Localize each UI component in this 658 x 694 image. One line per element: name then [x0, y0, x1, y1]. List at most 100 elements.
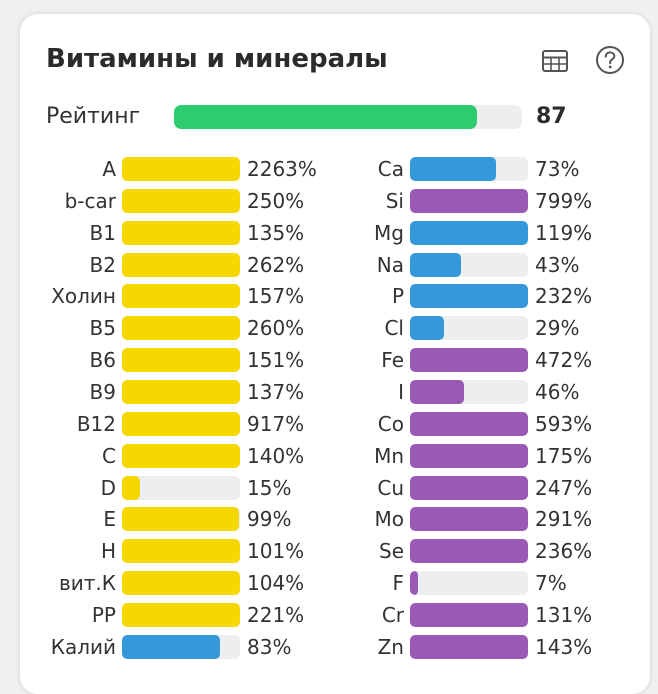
nutrient-bar-fill [410, 252, 461, 277]
nutrient-label: Fe [381, 348, 404, 373]
nutrient-value: 291% [535, 507, 593, 532]
nutrient-bar-fill [122, 379, 240, 404]
nutrient-bar [410, 443, 528, 468]
nutrient-row: B6 151% [20, 347, 330, 373]
nutrient-value: 119% [535, 220, 593, 245]
nutrient-bar-fill [122, 316, 240, 341]
nutrient-label: H [100, 539, 116, 564]
nutrient-label: B9 [89, 379, 116, 404]
nutrient-value: 131% [535, 602, 593, 627]
nutrient-value: 157% [247, 284, 305, 309]
nutrient-bar [410, 348, 528, 373]
nutrient-row: H 101% [20, 538, 330, 564]
nutrient-value: 73% [535, 157, 580, 181]
rating-label: Рейтинг [46, 104, 141, 129]
nutrient-value: 151% [247, 348, 305, 373]
nutrient-row: Mn 175% [310, 443, 640, 469]
nutrient-bar [122, 379, 240, 404]
nutrient-label: вит.К [59, 571, 116, 596]
nutrient-value: 43% [535, 252, 580, 277]
nutrient-value: 7% [535, 571, 567, 596]
nutrient-bar [410, 507, 528, 532]
nutrient-bar [122, 411, 240, 436]
nutrient-bar-fill [122, 571, 240, 596]
nutrient-bar-fill [410, 475, 528, 500]
nutrient-label: B12 [76, 411, 116, 436]
rating-bar-fill [174, 105, 477, 129]
rating-value: 87 [536, 104, 567, 129]
nutrient-label: P [391, 284, 404, 309]
nutrient-value: 2263% [247, 157, 317, 181]
nutrient-value: 472% [535, 348, 593, 373]
nutrient-value: 83% [247, 634, 292, 659]
nutrient-label: B5 [89, 316, 116, 341]
nutrient-row: Na 43% [310, 252, 640, 278]
nutrient-row: Cl 29% [310, 315, 640, 341]
nutrient-bar-fill [122, 284, 240, 309]
nutrient-value: 799% [535, 188, 593, 213]
nutrient-value: 221% [247, 602, 305, 627]
nutrient-bar-fill [410, 539, 528, 564]
nutrient-row: E 99% [20, 506, 330, 532]
nutrient-bar [122, 157, 240, 181]
nutrient-value: 46% [535, 379, 580, 404]
nutrient-label: Zn [377, 634, 404, 659]
nutrient-value: 15% [247, 475, 292, 500]
nutrient-label: Mn [374, 443, 404, 468]
nutrient-bar [410, 602, 528, 627]
nutrient-bar-fill [410, 157, 497, 181]
nutrient-row: Zn 143% [310, 634, 640, 660]
nutrient-label: Si [385, 188, 404, 213]
nutrient-bar-fill [122, 220, 240, 245]
nutrient-label: B1 [89, 220, 116, 245]
nutrient-bar-fill [122, 443, 240, 468]
nutrient-label: Холин [51, 284, 116, 309]
nutrient-row: B1 135% [20, 220, 330, 246]
nutrient-bar [410, 252, 528, 277]
nutrient-label: I [398, 379, 404, 404]
nutrient-bar-fill [410, 316, 445, 341]
nutrient-bar-fill [122, 475, 140, 500]
nutrient-label: Cr [381, 602, 404, 627]
nutrient-bar [122, 571, 240, 596]
nutrient-label: A [102, 157, 116, 181]
nutrient-row: Se 236% [310, 538, 640, 564]
nutrient-row: PP 221% [20, 602, 330, 628]
nutrient-bar [122, 220, 240, 245]
nutrient-bar [410, 316, 528, 341]
nutrient-row: F 7% [310, 570, 640, 596]
nutrient-bar [122, 252, 240, 277]
nutrient-value: 143% [535, 634, 593, 659]
nutrient-value: 917% [247, 411, 305, 436]
nutrient-bar [122, 443, 240, 468]
nutrient-label: F [392, 571, 404, 596]
nutrient-value: 247% [535, 475, 593, 500]
nutrient-bar [122, 348, 240, 373]
nutrient-bar-fill [410, 443, 528, 468]
nutrient-bar [122, 284, 240, 309]
nutrient-row: Si 799% [310, 188, 640, 214]
nutrient-value: 175% [535, 443, 593, 468]
nutrient-value: 101% [247, 539, 305, 564]
nutrient-bar-fill [122, 411, 240, 436]
nutrient-bar-fill [410, 379, 465, 404]
table-icon[interactable] [540, 46, 570, 76]
nutrient-bar [410, 634, 528, 659]
nutrient-label: Mg [374, 220, 404, 245]
nutrient-value: 236% [535, 539, 593, 564]
nutrient-row: Cu 247% [310, 475, 640, 501]
nutrient-label: b-car [64, 188, 116, 213]
nutrient-bar-fill [410, 507, 528, 532]
nutrient-row: Ca 73% [310, 156, 640, 182]
nutrient-label: B2 [89, 252, 116, 277]
nutrient-value: 135% [247, 220, 305, 245]
nutrient-label: Se [379, 539, 404, 564]
nutrient-bar-fill [410, 220, 528, 245]
nutrient-row: B5 260% [20, 315, 330, 341]
nutrient-label: B6 [89, 348, 116, 373]
nutrient-row: Co 593% [310, 411, 640, 437]
nutrient-label: C [102, 443, 116, 468]
help-icon[interactable] [594, 44, 626, 76]
nutrient-row: A 2263% [20, 156, 330, 182]
nutrient-row: I 46% [310, 379, 640, 405]
